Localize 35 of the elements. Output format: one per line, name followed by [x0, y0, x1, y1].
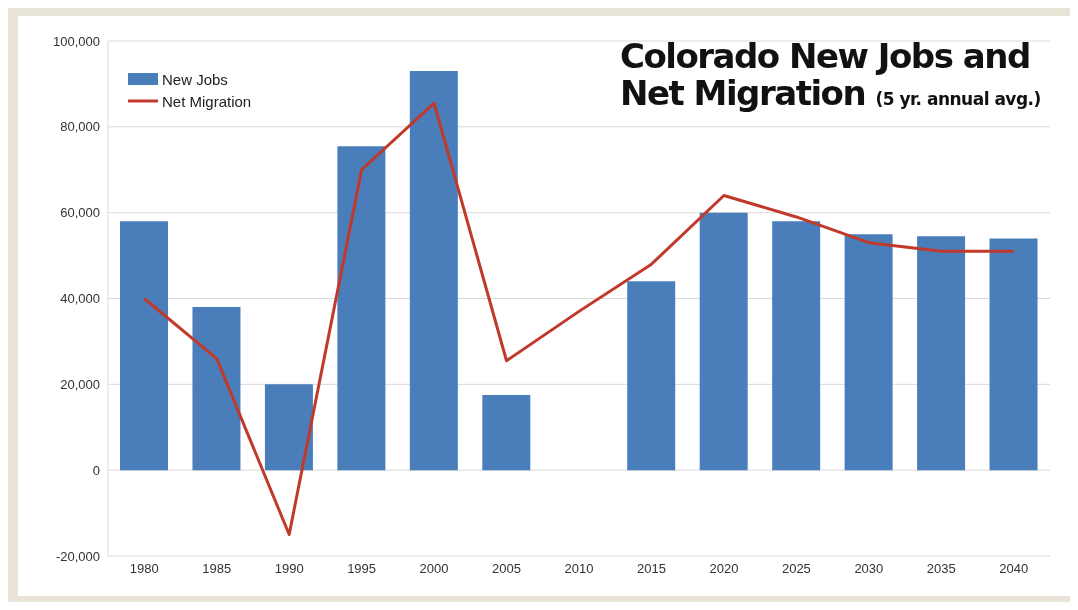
- bar: [627, 281, 676, 471]
- bar: [120, 221, 168, 471]
- bar: [192, 307, 241, 471]
- bar: [917, 236, 966, 471]
- bar: [482, 395, 531, 471]
- text: (5 yr. annual avg.): [875, 89, 1041, 110]
- x-tick-label: 2030: [854, 561, 884, 577]
- x-tick-label: 2040: [999, 561, 1029, 577]
- y-tick-label: 40,000: [60, 291, 100, 307]
- y-tick-label: -20,000: [55, 548, 100, 564]
- x-tick-label: 1980: [129, 561, 159, 577]
- x-tick-label: 1990: [274, 561, 304, 577]
- x-tick-label: 2035: [926, 561, 956, 577]
- y-tick-label: 80,000: [60, 119, 100, 135]
- x-tick-label: 2020: [709, 561, 739, 577]
- y-tick-label: 20,000: [60, 376, 100, 392]
- x-tick-label: 2005: [492, 561, 521, 577]
- bar: [264, 384, 313, 471]
- x-tick-label: 1985: [202, 561, 232, 577]
- bar: [409, 71, 458, 471]
- legend-label: Net Migration: [162, 92, 252, 110]
- y-tick-label: 100,000: [53, 33, 100, 49]
- bar: [772, 221, 821, 471]
- bar: [699, 212, 748, 471]
- legend-label: New Jobs: [162, 70, 228, 88]
- x-tick-label: 2025: [781, 561, 811, 577]
- x-tick-label: 2015: [637, 561, 666, 577]
- bar: [337, 146, 386, 471]
- y-tick-label: 0: [92, 462, 100, 478]
- x-tick-label: 2000: [419, 561, 449, 577]
- x-tick-label: 2010: [564, 561, 594, 577]
- x-tick-label: 1995: [347, 561, 377, 577]
- bar: [989, 238, 1038, 471]
- y-tick-label: 60,000: [60, 205, 100, 221]
- bar: [844, 234, 893, 471]
